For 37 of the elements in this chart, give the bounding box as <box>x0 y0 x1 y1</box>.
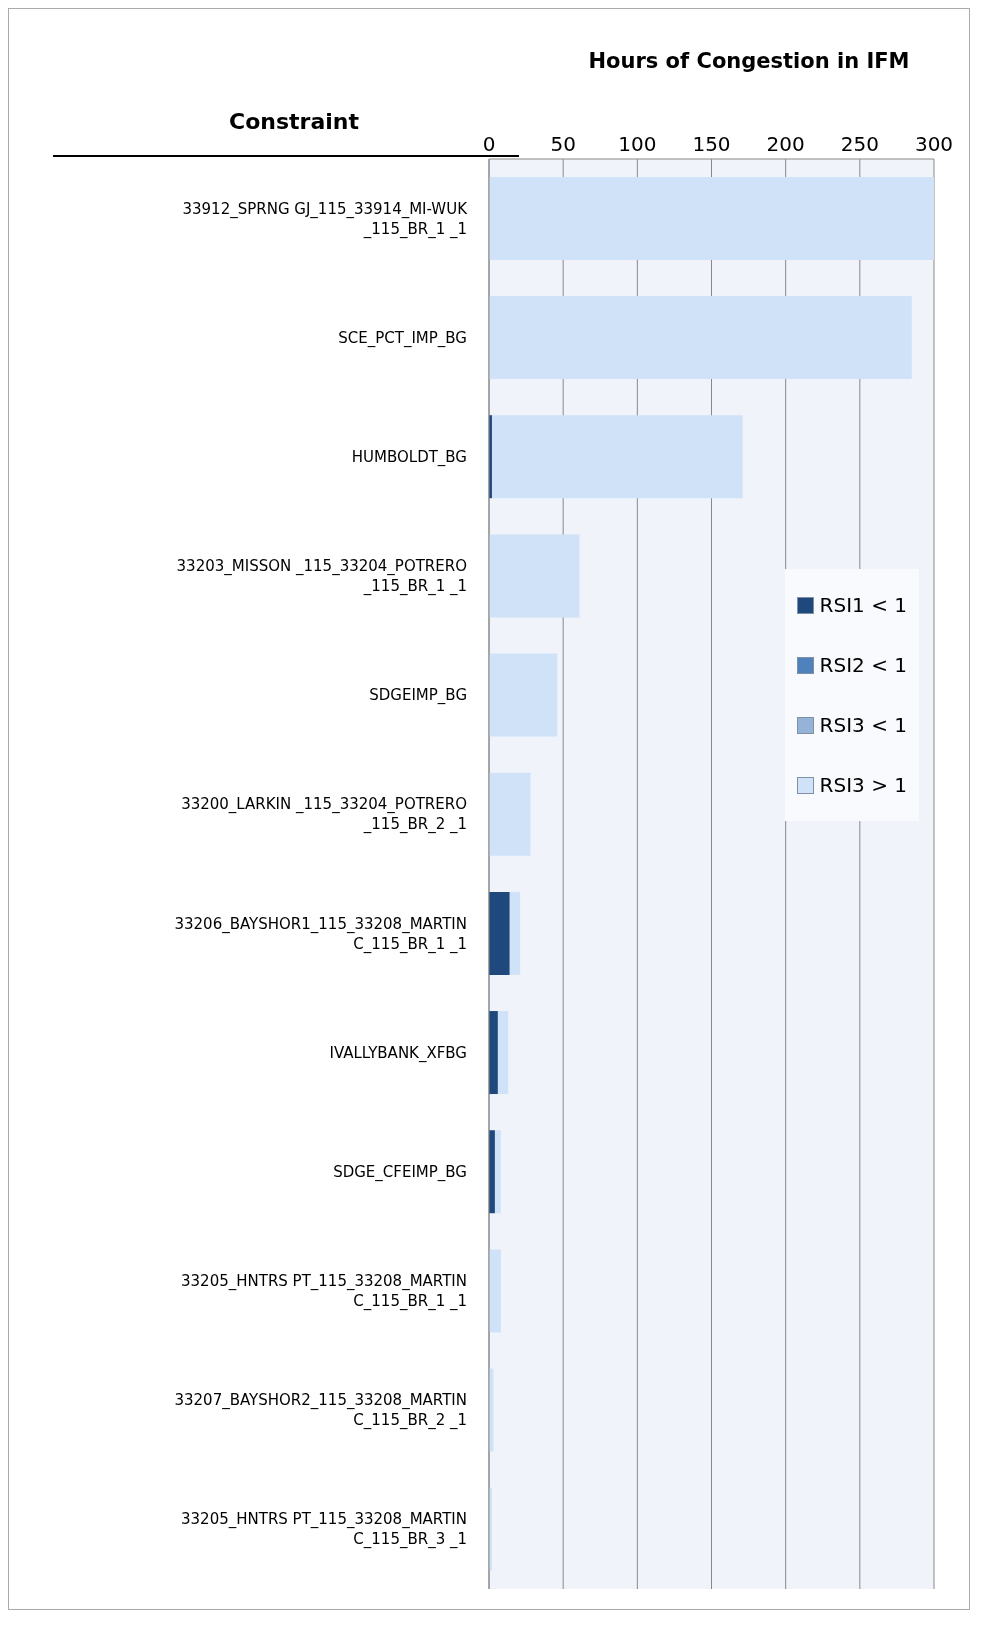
bar <box>489 534 580 618</box>
y-tick-label: 33205_HNTRS PT_115_33208_MARTIN C_115_BR_3 _1 <box>181 1510 467 1550</box>
bar <box>489 653 558 737</box>
y-tick-label: SDGEIMP_BG <box>369 686 467 706</box>
y-tick-label: 33200_LARKIN _115_33204_POTRERO _115_BR_2 _1 <box>181 795 467 835</box>
bar <box>489 296 912 380</box>
y-tick-label: 33207_BAYSHOR2_115_33208_MARTIN C_115_BR_2 _1 <box>174 1391 467 1431</box>
x-tick-label: 50 <box>550 132 576 156</box>
x-tick-label: 0 <box>482 132 496 156</box>
bar <box>491 415 743 499</box>
x-tick-label: 200 <box>766 132 805 156</box>
bar <box>509 891 521 975</box>
bar <box>497 1011 509 1095</box>
legend-label: RSI2 < 1 <box>819 653 907 677</box>
bar <box>489 176 934 260</box>
y-tick-label: 33203_MISSON _115_33204_POTRERO _115_BR_1 _1 <box>176 557 467 597</box>
x-tick-label: 300 <box>914 132 954 156</box>
y-tick-label: 33206_BAYSHOR1_115_33208_MARTIN C_115_BR_1 _1 <box>174 914 467 954</box>
bar <box>489 772 531 856</box>
y-tick-label: HUMBOLDT_BG <box>351 447 467 467</box>
y-axis-title: Constraint <box>229 109 359 134</box>
x-axis-title: Hours of Congestion in IFM <box>587 49 911 73</box>
bar <box>494 1130 501 1214</box>
legend-label: RSI1 < 1 <box>819 593 907 617</box>
y-tick-label: 33912_SPRNG GJ_115_33914_MI-WUK _115_BR_1 _1 <box>182 199 469 239</box>
y-tick-label: IVALLYBANK_XFBG <box>329 1043 467 1063</box>
x-tick-label: 100 <box>618 132 657 156</box>
bar <box>489 1249 501 1333</box>
y-tick-label: SDGE_CFEIMP_BG <box>333 1162 467 1182</box>
x-tick-label: 250 <box>840 132 879 156</box>
legend-label: RSI3 > 1 <box>819 773 907 797</box>
legend-label: RSI3 < 1 <box>819 713 907 737</box>
x-tick-label: 150 <box>692 132 731 156</box>
y-tick-label: 33205_HNTRS PT_115_33208_MARTIN C_115_BR_1 _1 <box>181 1272 467 1312</box>
bar <box>489 891 510 975</box>
y-tick-label: SCE_PCT_IMP_BG <box>338 328 467 348</box>
bar <box>489 1011 498 1095</box>
